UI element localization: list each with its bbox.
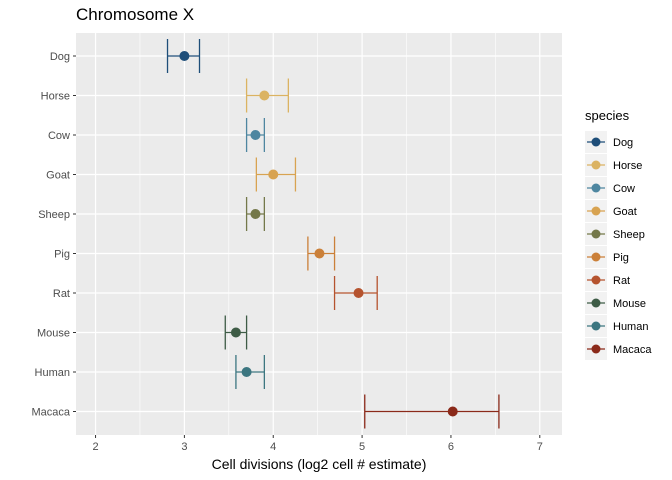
- data-point: [314, 248, 325, 259]
- y-axis-ticks: Dog Horse Cow Goat Sheep Pig Rat Mouse Human Maca…: [31, 51, 76, 419]
- legend-label: Pig: [613, 252, 629, 264]
- series-mouse: [224, 315, 248, 350]
- legend-key-point: [591, 252, 601, 262]
- legend-key-point: [591, 229, 601, 239]
- legend-item: Goat: [585, 200, 637, 222]
- legend-item: Sheep: [585, 223, 645, 245]
- data-point: [230, 327, 241, 338]
- legend-item: Macaca: [585, 338, 652, 360]
- data-point: [268, 169, 279, 180]
- y-tick-label: Sheep: [38, 209, 70, 221]
- data-point: [259, 90, 270, 101]
- legend-key-point: [591, 344, 601, 354]
- legend-item: Cow: [585, 177, 635, 199]
- plot-panel: [76, 33, 562, 435]
- legend-label: Macaca: [613, 344, 652, 356]
- legend-label: Mouse: [613, 298, 646, 310]
- series-macaca: [364, 394, 500, 429]
- x-axis-ticks: 2 3 4 5 6 7: [92, 435, 543, 453]
- data-point: [353, 288, 364, 298]
- chart-title: Chromosome X: [76, 5, 194, 24]
- legend-key-point: [591, 206, 601, 216]
- legend-item: Mouse: [585, 292, 646, 314]
- x-tick-label: 3: [181, 441, 187, 453]
- series-rat: [333, 276, 378, 310]
- x-tick-label: 6: [448, 441, 454, 453]
- legend-key-point: [591, 275, 601, 285]
- y-tick-label: Pig: [54, 249, 70, 261]
- series-horse: [245, 78, 289, 113]
- legend-label: Human: [613, 321, 648, 333]
- legend-key-point: [591, 321, 601, 331]
- legend-key-point: [591, 137, 601, 147]
- legend-label: Goat: [613, 206, 637, 218]
- x-tick-label: 2: [92, 441, 98, 453]
- x-tick-label: 4: [270, 441, 276, 453]
- data-point: [241, 367, 252, 377]
- y-tick-label: Mouse: [37, 328, 70, 340]
- data-point: [250, 209, 261, 219]
- legend-key-point: [591, 183, 601, 193]
- legend-key-point: [591, 160, 601, 170]
- y-tick-label: Dog: [50, 51, 70, 63]
- x-tick-label: 5: [359, 441, 365, 453]
- y-tick-label: Rat: [53, 288, 70, 300]
- y-tick-label: Goat: [46, 170, 70, 182]
- legend-item: Pig: [585, 246, 629, 268]
- series-cow: [245, 118, 266, 152]
- y-tick-label: Cow: [48, 130, 70, 142]
- series-pig: [307, 236, 336, 271]
- y-tick-label: Macaca: [31, 407, 70, 419]
- legend-label: Rat: [613, 275, 630, 287]
- legend-item: Dog: [585, 131, 633, 153]
- legend-label: Sheep: [613, 229, 645, 241]
- legend: species Dog Horse Cow Goat Sheep Pig Rat Mouse H…: [585, 108, 652, 360]
- legend-item: Rat: [585, 269, 630, 291]
- y-tick-label: Horse: [41, 91, 70, 103]
- legend-label: Horse: [613, 160, 642, 172]
- legend-item: Human: [585, 315, 648, 337]
- x-axis-title: Cell divisions (log2 cell # estimate): [212, 456, 427, 472]
- legend-title: species: [585, 108, 630, 123]
- legend-label: Cow: [613, 183, 635, 195]
- series-sheep: [245, 197, 266, 231]
- legend-item: Horse: [585, 154, 642, 176]
- data-marks: [166, 39, 500, 429]
- x-tick-label: 7: [537, 441, 543, 453]
- y-tick-label: Human: [35, 367, 70, 379]
- data-point: [250, 130, 261, 140]
- data-point: [179, 51, 190, 61]
- series-goat: [255, 157, 297, 192]
- legend-key-point: [591, 298, 601, 308]
- data-point: [447, 406, 458, 417]
- legend-label: Dog: [613, 137, 633, 149]
- series-dog: [166, 39, 201, 73]
- series-human: [235, 355, 266, 389]
